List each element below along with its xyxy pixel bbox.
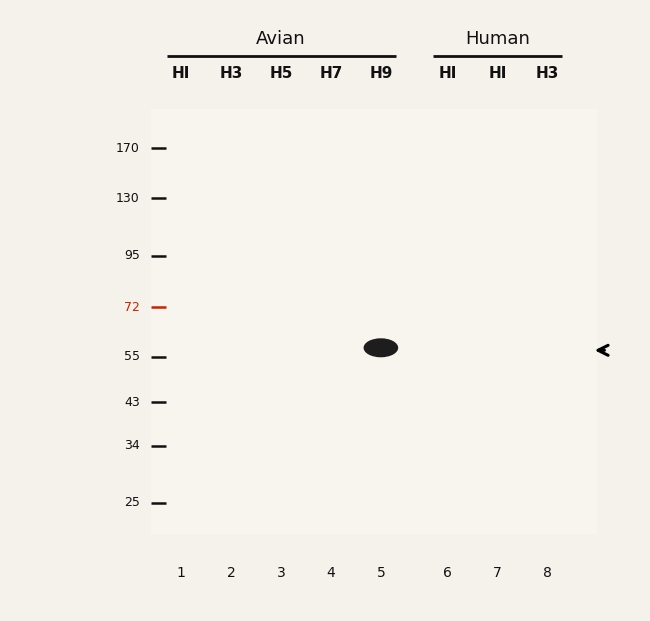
Text: 72: 72 xyxy=(124,301,140,314)
Text: H5: H5 xyxy=(269,66,292,81)
Text: 55: 55 xyxy=(124,350,140,363)
Text: 7: 7 xyxy=(493,566,502,580)
Text: 3: 3 xyxy=(277,566,285,580)
Text: H3: H3 xyxy=(536,66,559,81)
Text: 5: 5 xyxy=(376,566,385,580)
Text: 130: 130 xyxy=(116,191,140,204)
Text: 4: 4 xyxy=(326,566,335,580)
Text: 8: 8 xyxy=(543,566,552,580)
Bar xyxy=(151,109,597,533)
Text: Avian: Avian xyxy=(256,30,306,48)
Text: 43: 43 xyxy=(124,396,140,409)
Ellipse shape xyxy=(363,338,398,357)
Text: Human: Human xyxy=(465,30,530,48)
Text: 1: 1 xyxy=(177,566,186,580)
Text: H9: H9 xyxy=(369,66,393,81)
Text: 34: 34 xyxy=(124,439,140,452)
Text: H3: H3 xyxy=(220,66,243,81)
Text: 170: 170 xyxy=(116,142,140,155)
Text: 6: 6 xyxy=(443,566,452,580)
Text: HI: HI xyxy=(172,66,190,81)
Text: 25: 25 xyxy=(124,496,140,509)
Text: HI: HI xyxy=(438,66,457,81)
Text: HI: HI xyxy=(488,66,506,81)
Text: 95: 95 xyxy=(124,250,140,263)
Text: 2: 2 xyxy=(227,566,235,580)
Text: H7: H7 xyxy=(319,66,343,81)
